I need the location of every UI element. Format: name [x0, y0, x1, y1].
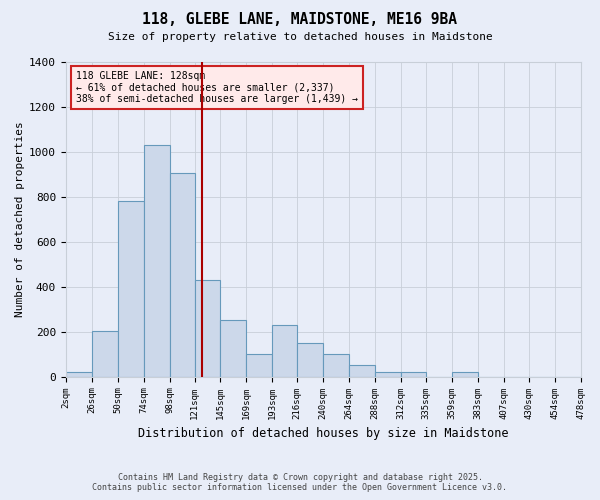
Bar	[170, 173, 194, 376]
Text: Contains HM Land Registry data © Crown copyright and database right 2025.
Contai: Contains HM Land Registry data © Crown c…	[92, 473, 508, 492]
Bar	[452, 372, 478, 376]
Bar	[66, 372, 92, 376]
Bar	[375, 372, 401, 376]
Bar	[194, 280, 220, 376]
Text: 118 GLEBE LANE: 128sqm
← 61% of detached houses are smaller (2,337)
38% of semi-: 118 GLEBE LANE: 128sqm ← 61% of detached…	[76, 71, 358, 104]
Bar	[118, 201, 144, 376]
Bar	[401, 372, 426, 376]
Bar	[144, 145, 170, 376]
Bar	[349, 366, 375, 376]
Bar	[92, 330, 118, 376]
Bar	[297, 343, 323, 376]
Text: Size of property relative to detached houses in Maidstone: Size of property relative to detached ho…	[107, 32, 493, 42]
Bar	[272, 325, 297, 376]
Bar	[220, 320, 247, 376]
Bar	[323, 354, 349, 376]
X-axis label: Distribution of detached houses by size in Maidstone: Distribution of detached houses by size …	[138, 427, 508, 440]
Text: 118, GLEBE LANE, MAIDSTONE, ME16 9BA: 118, GLEBE LANE, MAIDSTONE, ME16 9BA	[143, 12, 458, 28]
Bar	[247, 354, 272, 376]
Y-axis label: Number of detached properties: Number of detached properties	[15, 121, 25, 317]
